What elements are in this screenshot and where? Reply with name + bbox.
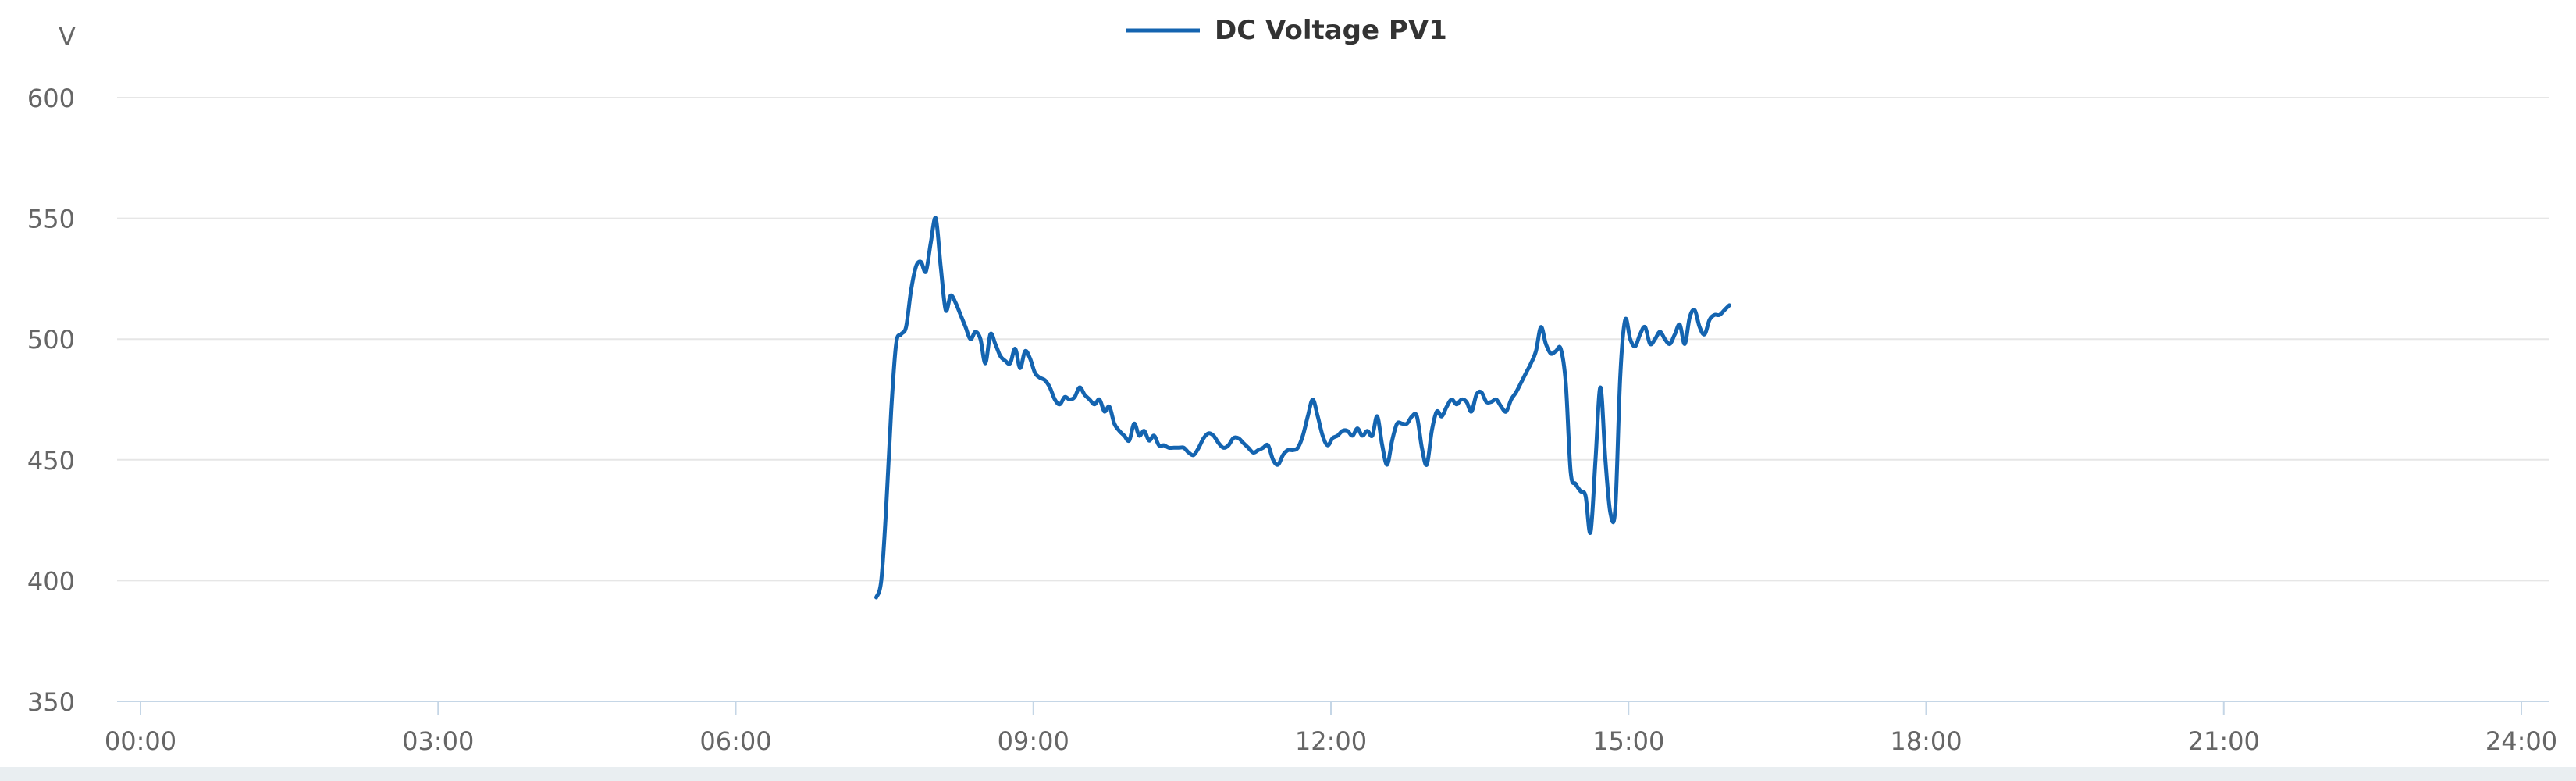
y-axis-unit: V (59, 22, 76, 52)
y-tick-label-400: 400 (27, 566, 75, 596)
y-tick-label-450: 450 (27, 446, 75, 476)
x-tick-label-1800: 18:00 (1890, 726, 1962, 756)
x-tick-label-0600: 06:00 (699, 726, 771, 756)
y-tick-label-600: 600 (27, 84, 75, 113)
x-tick-label-0300: 03:00 (402, 726, 474, 756)
x-tick-label-1200: 12:00 (1295, 726, 1367, 756)
x-tick-label-0900: 09:00 (998, 726, 1069, 756)
x-tick-label-2100: 21:00 (2188, 726, 2260, 756)
legend: DC Voltage PV1 (1126, 15, 1447, 46)
grid-lines (117, 97, 2549, 582)
y-tick-label-550: 550 (27, 205, 75, 234)
x-tick-label-0000: 00:00 (105, 726, 176, 756)
y-tick-label-350: 350 (27, 687, 75, 717)
y-tick-label-500: 500 (27, 325, 75, 355)
y-tick-labels: 350 400 450 500 550 600 (27, 84, 75, 717)
legend-label-0: DC Voltage PV1 (1215, 15, 1447, 46)
bottom-scrollbar-strip (0, 767, 2576, 781)
x-tick-label-2400: 24:00 (2485, 726, 2557, 756)
x-tick-label-1500: 15:00 (1592, 726, 1664, 756)
x-ticks: 00:00 03:00 06:00 09:00 12:00 15:00 18:00 21:00… (105, 701, 2557, 756)
series-line-0 (874, 216, 1731, 600)
